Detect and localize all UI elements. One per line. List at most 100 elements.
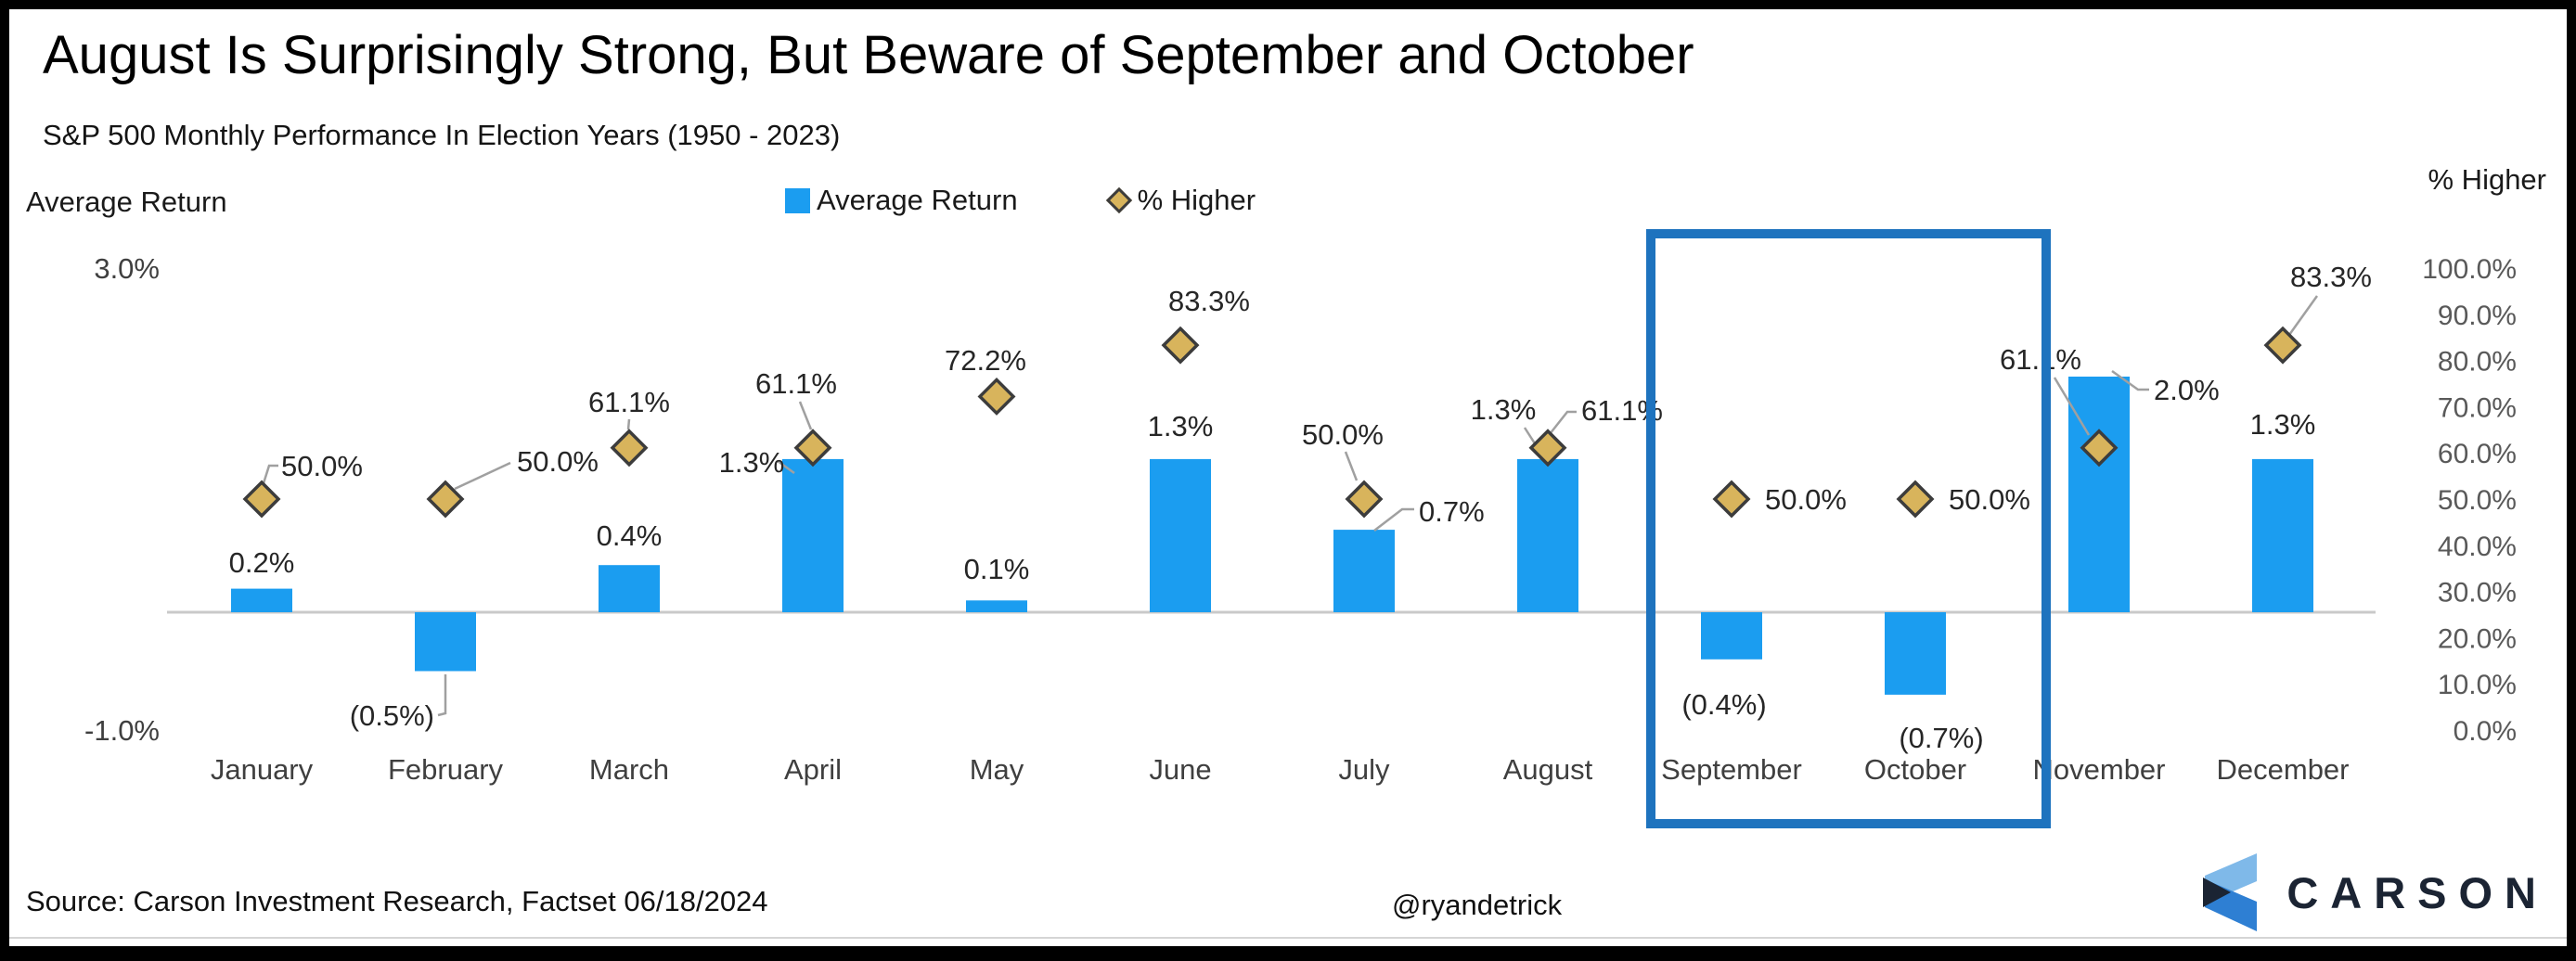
leader-pct-label-march [626, 418, 631, 430]
bar-label-july: 0.7% [1419, 495, 1485, 528]
diamond-october [1896, 480, 1935, 519]
pct-label-july: 50.0% [1302, 418, 1384, 451]
right-tick-50.0: 50.0% [2438, 485, 2517, 516]
month-label-february: February [388, 753, 504, 786]
diamond-march [610, 429, 649, 468]
month-label-september: September [1661, 753, 1802, 786]
bar-november [2068, 377, 2130, 612]
leader-pct-label-february [454, 461, 511, 491]
diamond-june [1161, 326, 1200, 365]
leader-pct-label-december [2287, 295, 2319, 336]
bar-june [1150, 458, 1211, 612]
bar-label-january: 0.2% [229, 546, 295, 579]
leader-pct-label-april [798, 401, 813, 430]
pct-label-april: 61.1% [755, 367, 837, 400]
leader-pct-label-january [262, 464, 278, 484]
left-axis-title: Average Return [26, 186, 227, 218]
month-label-november: November [2033, 753, 2166, 786]
legend-label-average-return: Average Return [817, 184, 1018, 216]
bar-september [1701, 612, 1762, 660]
legend-label-pct-higher: % Higher [1137, 184, 1256, 216]
leader-pct-label-august [1549, 410, 1577, 435]
pct-label-december: 83.3% [2290, 261, 2372, 293]
source-text: Source: Carson Investment Research, Fact… [26, 885, 768, 917]
leader-bar-label-february [437, 674, 447, 717]
month-label-june: June [1149, 753, 1211, 786]
bar-december [2252, 458, 2313, 612]
bar-label-august: 1.3% [1471, 393, 1537, 426]
leader-pct-label-july [1344, 451, 1359, 481]
diamond-february [426, 480, 465, 519]
month-label-january: January [211, 753, 314, 786]
diamond-january [242, 480, 281, 519]
bar-april [782, 458, 844, 612]
leader-bar-label-april [777, 459, 795, 475]
bar-august [1517, 458, 1578, 612]
right-axis-title: % Higher [2428, 163, 2547, 196]
right-tick-70.0: 70.0% [2438, 392, 2517, 423]
bar-label-december: 1.3% [2250, 408, 2316, 441]
chart-legend: Average Return % Higher [785, 184, 1256, 217]
pct-label-february: 50.0% [517, 445, 599, 478]
diamond-december [2263, 326, 2302, 365]
bar-march [599, 565, 660, 612]
bar-label-november: 2.0% [2154, 374, 2220, 406]
diamond-september [1712, 480, 1751, 519]
bar-label-may: 0.1% [964, 553, 1030, 585]
bar-october [1885, 612, 1946, 695]
legend-item-average-return: Average Return [785, 184, 1018, 217]
right-tick-60.0: 60.0% [2438, 439, 2517, 469]
diamond-april [793, 429, 832, 468]
bar-label-february: (0.5%) [350, 699, 434, 732]
diamond-may [977, 377, 1016, 416]
pct-label-october: 50.0% [1949, 483, 2030, 516]
month-label-may: May [970, 753, 1024, 786]
bar-july [1333, 530, 1395, 612]
pct-label-june: 83.3% [1168, 285, 1250, 317]
month-label-august: August [1503, 753, 1593, 786]
left-tick-min: -1.0% [84, 714, 160, 747]
pct-label-september: 50.0% [1765, 483, 1847, 516]
right-tick-20.0: 20.0% [2438, 623, 2517, 654]
pct-label-january: 50.0% [281, 450, 363, 482]
page-subtitle: S&P 500 Monthly Performance In Election … [43, 119, 841, 151]
pct-label-march: 61.1% [588, 386, 670, 418]
carson-chevron-icon [2203, 853, 2258, 931]
month-label-april: April [784, 753, 842, 786]
twitter-handle: @ryandetrick [1392, 889, 1563, 921]
legend-item-pct-higher: % Higher [1105, 184, 1256, 217]
right-tick-10.0: 10.0% [2438, 670, 2517, 700]
bar-label-october: (0.7%) [1899, 722, 1983, 754]
bar-january [231, 588, 292, 612]
diamond-november [2080, 429, 2119, 468]
month-label-october: October [1864, 753, 1966, 786]
right-tick-100.0: 100.0% [2422, 254, 2517, 285]
right-tick-80.0: 80.0% [2438, 347, 2517, 378]
pct-label-may: 72.2% [945, 344, 1026, 377]
right-tick-40.0: 40.0% [2438, 532, 2517, 562]
bar-label-september: (0.4%) [1681, 688, 1766, 721]
page-title: August Is Surprisingly Strong, But Bewar… [43, 25, 1694, 85]
right-tick-90.0: 90.0% [2438, 301, 2517, 331]
month-label-december: December [2217, 753, 2350, 786]
diamond-august [1528, 429, 1567, 468]
bar-february [415, 612, 476, 672]
september-october-highlight-box [1646, 229, 2051, 828]
carson-logo: CARSON [2199, 853, 2548, 933]
bar-series-swatch-icon [785, 187, 810, 213]
right-tick-0.0: 0.0% [2454, 716, 2517, 747]
left-tick-max: 3.0% [94, 252, 160, 285]
leader-bar-label-november [2111, 369, 2149, 391]
carson-wordmark: CARSON [2286, 868, 2548, 917]
leader-pct-label-november [2053, 377, 2091, 436]
diamond-july [1345, 480, 1384, 519]
bar-label-june: 1.3% [1148, 410, 1214, 442]
pct-label-november: 61.1% [2000, 343, 2081, 376]
month-label-july: July [1338, 753, 1390, 786]
month-label-march: March [589, 753, 669, 786]
right-tick-30.0: 30.0% [2438, 578, 2517, 609]
footer-divider [0, 937, 2576, 939]
bar-label-march: 0.4% [597, 519, 663, 552]
